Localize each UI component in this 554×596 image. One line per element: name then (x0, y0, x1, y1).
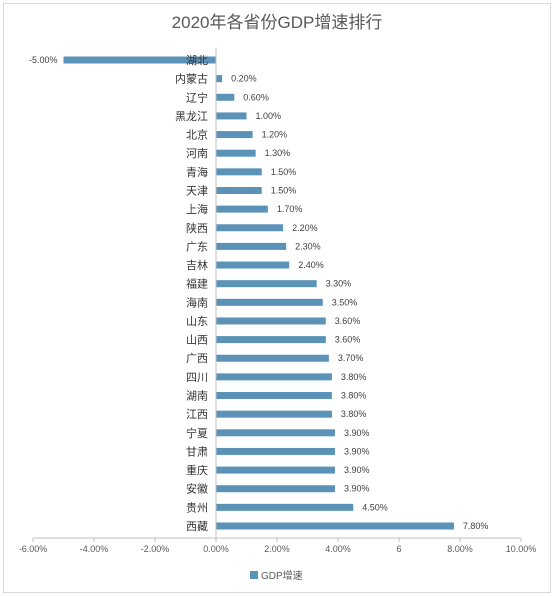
x-tick-label-9: 10.00% (506, 544, 537, 554)
bar-9 (216, 205, 268, 213)
data-label-17: 3.70% (338, 353, 364, 363)
bar-11 (216, 242, 287, 250)
category-label-group: 湖北内蒙古辽宁黑龙江北京河南青海天津上海陕西广东吉林福建海南山东山西广西四川湖南… (175, 54, 208, 533)
data-label-21: 3.90% (344, 428, 370, 438)
bar-group (63, 56, 454, 530)
category-label-6: 河南 (186, 147, 208, 160)
bar-7 (216, 168, 262, 176)
data-label-9: 1.70% (277, 204, 303, 214)
x-tick-label-4: 0.00% (203, 544, 229, 554)
category-label-17: 广西 (186, 352, 208, 365)
category-label-9: 上海 (186, 202, 208, 216)
data-label-5: 1.20% (262, 130, 288, 140)
bar-17 (216, 354, 329, 362)
category-label-22: 甘肃 (186, 445, 208, 458)
x-tick-label-7: 6 (396, 544, 401, 554)
bar-15 (216, 317, 326, 325)
bar-10 (216, 224, 284, 232)
data-label-1: -5.00% (29, 55, 58, 65)
bar-19 (216, 392, 332, 400)
data-label-25: 4.50% (362, 502, 388, 512)
data-label-4: 1.00% (256, 111, 282, 121)
data-label-3: 0.60% (243, 92, 269, 102)
data-label-group: -5.00% 0.20% 0.60% 1.00% 1.20% 1.30% 1.50% 1.50… (29, 55, 488, 531)
data-label-11: 2.30% (295, 241, 321, 251)
category-label-1: 湖北 (186, 54, 208, 67)
data-label-14: 3.50% (332, 297, 358, 307)
bar-8 (216, 186, 262, 194)
data-label-23: 3.90% (344, 465, 370, 475)
category-label-16: 山西 (186, 334, 208, 347)
category-label-19: 湖南 (186, 390, 208, 403)
x-tick-label-1: -6.00% (19, 544, 48, 554)
category-label-7: 青海 (186, 165, 208, 179)
x-tick-label-group: -6.00% -4.00% -2.00% 0.00% 2.00% 4.00% 6 8.00% 1… (19, 538, 537, 554)
bar-24 (216, 485, 335, 493)
data-label-22: 3.90% (344, 446, 370, 456)
x-tick-label-3: -2.00% (141, 544, 170, 554)
bar-4 (216, 112, 247, 120)
category-label-24: 安徽 (186, 482, 208, 496)
category-label-20: 江西 (186, 408, 208, 421)
data-label-24: 3.90% (344, 484, 370, 494)
data-label-18: 3.80% (341, 372, 367, 382)
category-label-10: 陕西 (186, 221, 208, 235)
category-label-14: 海南 (186, 295, 208, 309)
category-label-15: 山东 (186, 315, 208, 328)
category-label-26: 西藏 (186, 520, 208, 533)
bar-18 (216, 373, 332, 381)
data-label-2: 0.20% (231, 74, 257, 84)
data-label-16: 3.60% (335, 335, 361, 345)
category-label-12: 吉林 (186, 258, 208, 272)
bar-5 (216, 131, 253, 139)
x-tick-label-8: 8.00% (447, 544, 473, 554)
data-label-8: 1.50% (271, 185, 297, 195)
bar-12 (216, 261, 290, 269)
legend: GDP增速 (250, 569, 303, 582)
x-tick-label-6: 4.00% (325, 544, 351, 554)
category-label-13: 福建 (186, 277, 208, 291)
category-label-5: 北京 (186, 128, 208, 142)
category-label-11: 广东 (186, 240, 208, 253)
category-label-3: 辽宁 (186, 90, 208, 104)
bar-25 (216, 503, 354, 511)
chart-frame (3, 3, 551, 593)
bar-3 (216, 93, 235, 101)
category-label-21: 宁夏 (186, 426, 208, 440)
bar-6 (216, 149, 256, 157)
category-label-4: 黑龙江 (175, 110, 208, 123)
chart-title: 2020年各省份GDP增速排行 (172, 13, 383, 32)
bar-21 (216, 429, 335, 437)
bar-2 (216, 75, 223, 83)
bar-23 (216, 466, 335, 474)
data-label-20: 3.80% (341, 409, 367, 419)
bar-13 (216, 280, 317, 288)
data-label-13: 3.30% (326, 279, 352, 289)
x-tick-label-5: 2.00% (264, 544, 290, 554)
data-label-12: 2.40% (298, 260, 324, 270)
category-label-23: 重庆 (186, 463, 208, 477)
category-label-18: 四川 (186, 372, 208, 384)
x-tick-label-2: -4.00% (80, 544, 109, 554)
data-label-19: 3.80% (341, 391, 367, 401)
bar-20 (216, 410, 332, 418)
bar-16 (216, 336, 326, 344)
bar-1 (63, 56, 216, 64)
legend-swatch (250, 571, 258, 579)
data-label-7: 1.50% (271, 167, 297, 177)
bar-26 (216, 522, 454, 530)
legend-label: GDP增速 (261, 569, 303, 582)
category-label-2: 内蒙古 (175, 72, 208, 86)
bar-22 (216, 447, 335, 455)
category-label-25: 贵州 (186, 501, 208, 514)
data-label-10: 2.20% (292, 223, 318, 233)
bar-14 (216, 298, 323, 306)
category-label-8: 天津 (186, 184, 208, 197)
data-label-6: 1.30% (265, 148, 291, 158)
data-label-26: 7.80% (463, 521, 489, 531)
data-label-15: 3.60% (335, 316, 361, 326)
